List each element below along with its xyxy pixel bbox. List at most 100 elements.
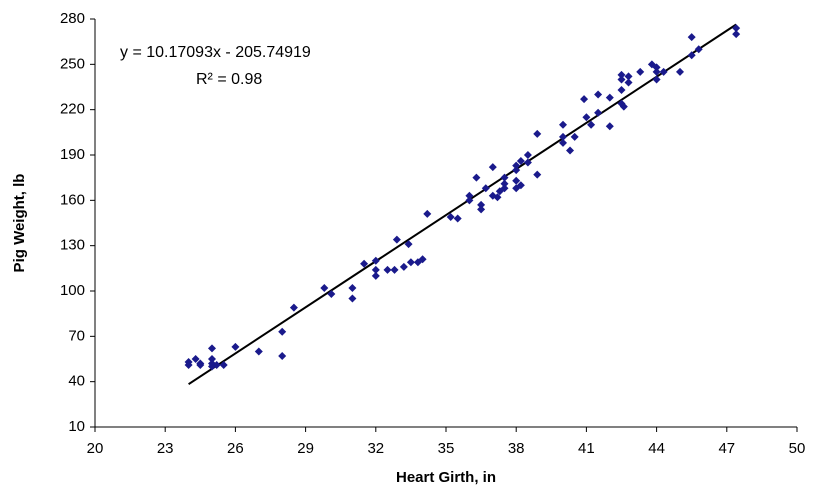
scatter-point [652, 63, 661, 72]
scatter-point [191, 355, 200, 363]
scatter-point [512, 166, 521, 175]
scatter-point [624, 72, 633, 81]
scatter-point [392, 235, 401, 244]
y-axis-title: Pig Weight, lb [11, 174, 28, 273]
scatter-point [406, 258, 415, 267]
scatter-point [500, 179, 509, 188]
scatter-point [594, 108, 603, 117]
y-tick-label: 190 [60, 146, 85, 163]
y-tick-label: 100 [60, 282, 85, 299]
y-tick-label: 280 [60, 10, 85, 27]
scatter-point [659, 67, 668, 76]
scatter-point [533, 170, 542, 179]
scatter-point [500, 184, 509, 193]
scatter-point [399, 262, 408, 271]
scatter-point [516, 181, 525, 190]
x-tick-label: 35 [438, 440, 455, 457]
scatter-point [477, 205, 486, 214]
x-tick-label: 50 [789, 440, 806, 457]
scatter-point [481, 184, 490, 193]
scatter-point [327, 290, 336, 299]
scatter-point [348, 283, 357, 292]
scatter-point [582, 113, 591, 122]
scatter-point [208, 344, 216, 353]
y-tick-label: 70 [68, 327, 85, 344]
y-tick-label: 130 [60, 237, 85, 254]
scatter-point [587, 120, 596, 129]
scatter-point [732, 30, 741, 39]
scatter-point [465, 196, 474, 205]
scatter-point [278, 351, 287, 360]
scatter-point [533, 129, 542, 138]
scatter-point [652, 67, 661, 76]
scatter-point [360, 259, 369, 268]
scatter-point [617, 75, 626, 84]
scatter-point [512, 176, 521, 185]
scatter-point [605, 122, 614, 131]
scatter-point [371, 265, 380, 274]
scatter-point [278, 327, 287, 336]
scatter-point [687, 33, 696, 42]
x-tick-label: 29 [297, 440, 314, 457]
x-tick-label: 32 [367, 440, 384, 457]
scatter-point [619, 102, 628, 111]
scatter-point [371, 271, 380, 280]
scatter-point [465, 191, 474, 200]
scatter-point [617, 70, 626, 79]
scatter-point [580, 95, 589, 104]
scatter-point [488, 163, 497, 172]
scatter-point [493, 193, 502, 202]
x-tick-label: 26 [227, 440, 244, 457]
scatter-point [254, 347, 263, 356]
y-tick-label: 160 [60, 191, 85, 208]
trendline [188, 23, 737, 385]
scatter-point [477, 200, 486, 209]
scatter-point [559, 132, 567, 141]
equation-annotation: y = 10.17093x - 205.74919 [120, 44, 311, 61]
x-tick-label: 38 [508, 440, 525, 457]
y-tick-label: 40 [68, 373, 85, 390]
scatter-point [732, 24, 741, 33]
scatter-point [196, 361, 205, 370]
scatter-point [289, 303, 298, 312]
x-tick-label: 44 [648, 440, 665, 457]
scatter-point [617, 86, 626, 95]
scatter-point [566, 146, 575, 155]
y-tick-label: 250 [60, 55, 85, 72]
scatter-point [594, 90, 603, 99]
scatter-point [383, 265, 392, 274]
scatter-point [605, 93, 614, 102]
scatter-point [423, 209, 432, 218]
x-tick-label: 20 [87, 440, 104, 457]
scatter-point [208, 355, 216, 363]
scatter-point [559, 120, 567, 129]
scatter-point [446, 212, 455, 221]
scatter-point [404, 240, 413, 249]
x-tick-label: 47 [718, 440, 735, 457]
x-tick-label: 23 [157, 440, 174, 457]
scatter-point [652, 75, 661, 84]
scatter-point [320, 283, 329, 292]
scatter-point [212, 361, 221, 370]
scatter-point [472, 173, 481, 182]
scatter-point [516, 157, 525, 166]
scatter-point [500, 173, 509, 182]
scatter-point [418, 255, 427, 264]
scatter-point [570, 132, 579, 141]
scatter-point [184, 358, 193, 367]
r-squared-annotation: R² = 0.98 [196, 71, 262, 88]
scatter-point [624, 78, 633, 87]
scatter-point [371, 256, 380, 265]
x-axis-title: Heart Girth, in [396, 469, 496, 486]
scatter-point [676, 67, 684, 76]
scatter-point [523, 151, 532, 159]
scatter-point [390, 265, 399, 274]
scatter-point [453, 214, 462, 223]
scatter-point [687, 51, 696, 60]
scatter-point [512, 161, 521, 170]
x-tick-label: 41 [578, 440, 595, 457]
scatter-point [523, 158, 532, 167]
scatter-point [348, 294, 357, 303]
